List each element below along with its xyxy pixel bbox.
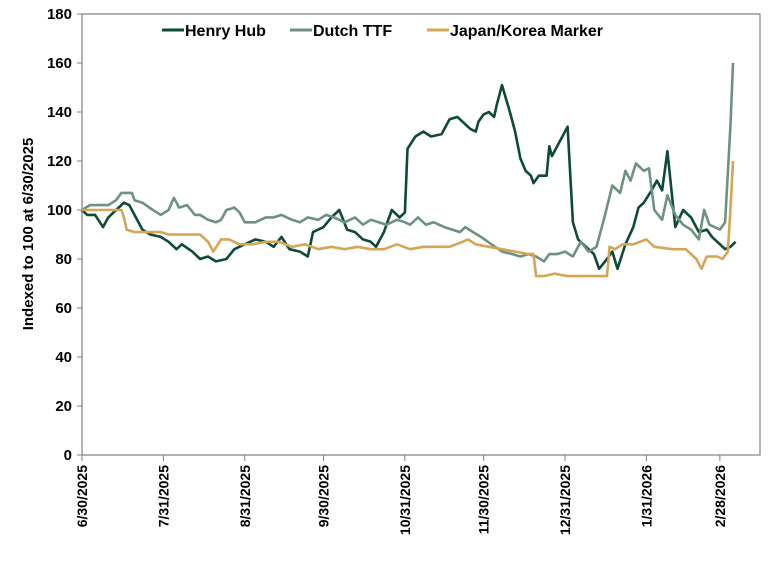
y-tick-label: 140: [47, 104, 72, 121]
legend-label: Dutch TTF: [313, 23, 392, 40]
plot-area-border: [81, 13, 761, 456]
x-tick-label: 6/30/2025: [74, 465, 90, 527]
y-tick-label: 40: [55, 349, 72, 366]
y-tick-label: 80: [55, 251, 72, 268]
x-tick-label: 11/30/2025: [476, 465, 492, 535]
legend-label: Henry Hub: [185, 23, 266, 40]
y-tick-label: 120: [47, 153, 72, 170]
x-tick-label: 2/28/2026: [712, 465, 728, 527]
legend-label: Japan/Korea Marker: [450, 23, 603, 40]
y-tick-label: 160: [47, 55, 72, 72]
y-tick-label: 60: [55, 300, 72, 317]
x-tick-label: 9/30/2025: [316, 465, 332, 527]
x-tick-label: 8/31/2025: [237, 465, 253, 527]
series-line-dutch-ttf: [81, 62, 735, 263]
x-tick-label: 1/31/2026: [638, 465, 654, 527]
y-tick-label: 100: [47, 202, 72, 219]
y-tick-label: 20: [55, 398, 72, 415]
x-tick-label: 12/31/2025: [557, 465, 573, 535]
x-tick-label: 10/31/2025: [397, 465, 413, 535]
y-tick-label: 0: [64, 447, 72, 464]
x-tick-label: 7/31/2025: [155, 465, 171, 527]
y-tick-label: 180: [47, 6, 72, 23]
series-line-japan-korea-marker: [82, 160, 735, 278]
series-line-henry-hub: [81, 83, 737, 271]
y-axis-label: Indexed to 100 at 6/30/2025: [20, 138, 37, 331]
